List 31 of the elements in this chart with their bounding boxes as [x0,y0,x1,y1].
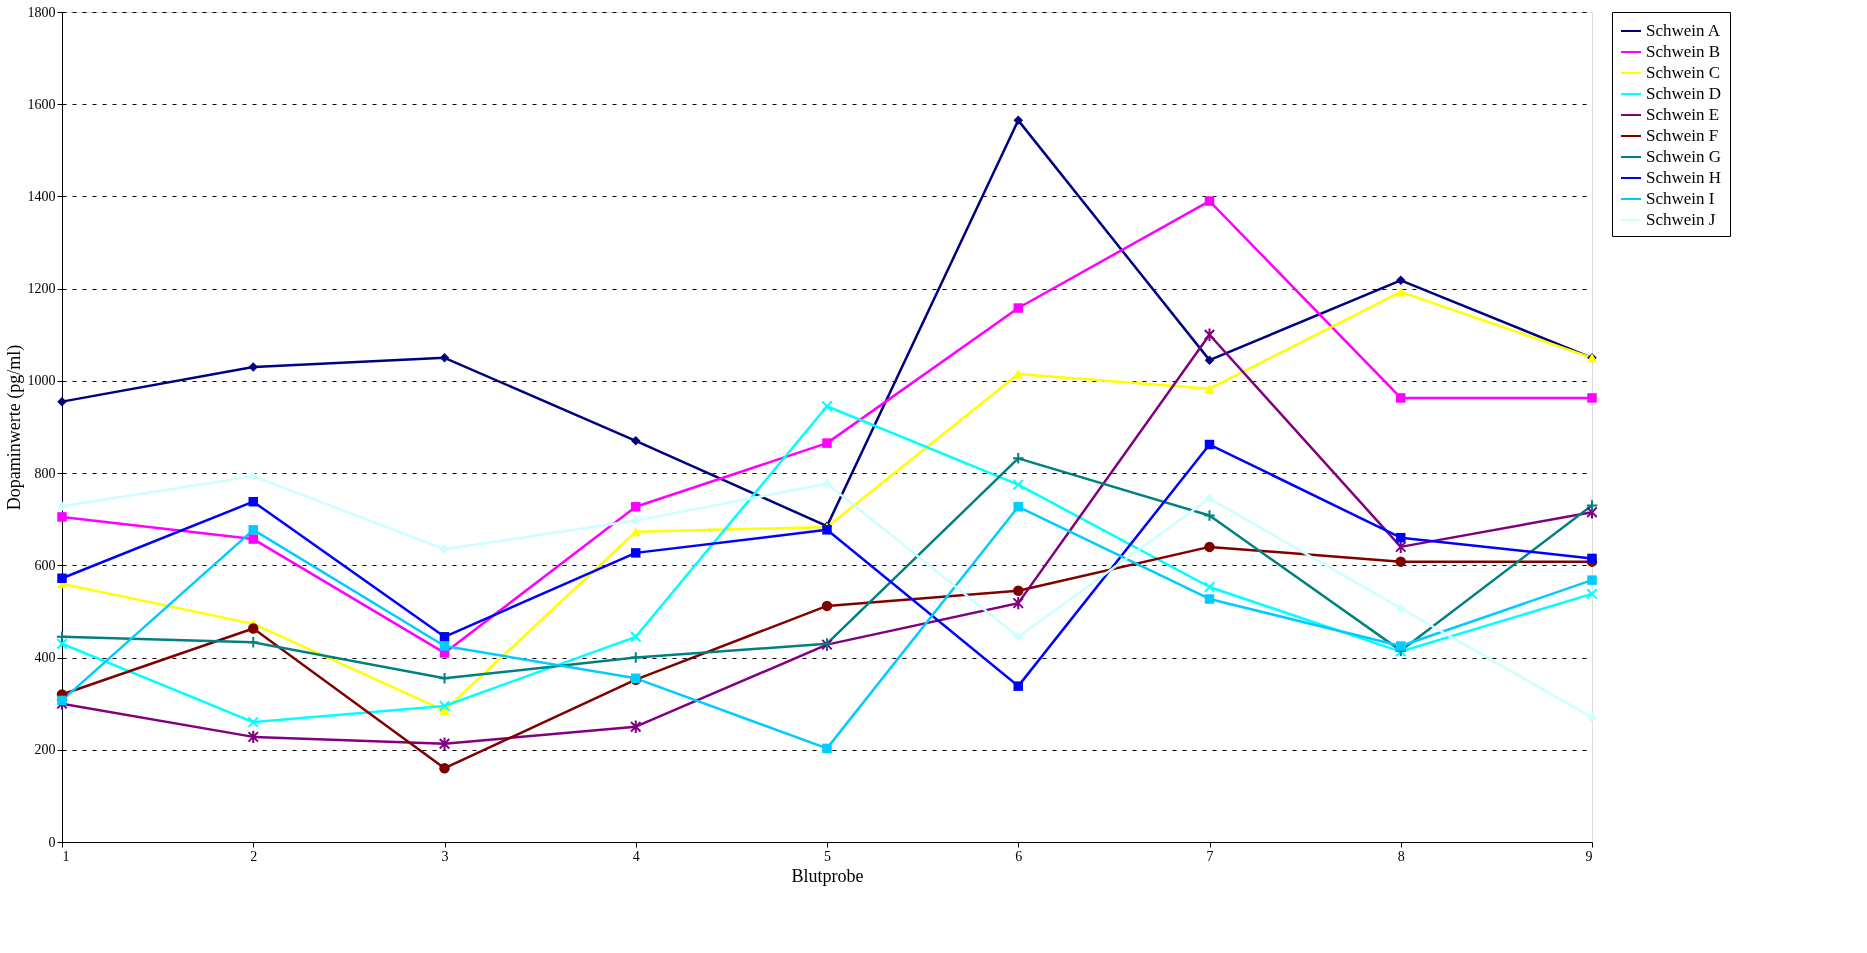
y-tick-label: 200 [34,742,56,758]
y-tick-label: 1000 [27,373,56,389]
y-tick-label: 1200 [27,281,56,297]
x-tick-label: 6 [1015,848,1023,864]
legend-label: Schwein I [1646,189,1715,208]
x-axis-title: Blutprobe [791,865,864,886]
x-tick-label: 3 [441,848,449,864]
y-tick-label: 1800 [27,4,56,20]
legend-label: Schwein J [1646,210,1716,229]
x-tick-label: 2 [250,848,258,864]
legend-label: Schwein F [1646,126,1719,145]
y-tick-label: 400 [34,650,56,666]
x-tick-label: 5 [824,848,831,864]
legend-label: Schwein A [1646,21,1721,40]
legend-label: Schwein H [1646,168,1722,187]
y-tick-label: 0 [48,834,56,850]
y-tick-label: 1400 [27,188,56,204]
legend-label: Schwein D [1646,84,1722,103]
y-axis-title: Dopaminwerte (pg/ml) [3,344,25,511]
legend-label: Schwein C [1646,63,1721,82]
y-tick-label: 1600 [27,96,56,112]
legend-label: Schwein B [1646,42,1721,61]
x-tick-label: 9 [1585,848,1593,864]
x-tick-label: 7 [1206,848,1214,864]
legend-label: Schwein E [1646,105,1720,124]
x-tick-label: 8 [1397,848,1405,864]
y-tick-label: 600 [34,557,56,573]
legend-label: Schwein G [1646,147,1722,166]
x-tick-label: 1 [62,848,70,864]
x-tick-label: 4 [632,848,640,864]
y-tick-label: 800 [34,465,56,481]
